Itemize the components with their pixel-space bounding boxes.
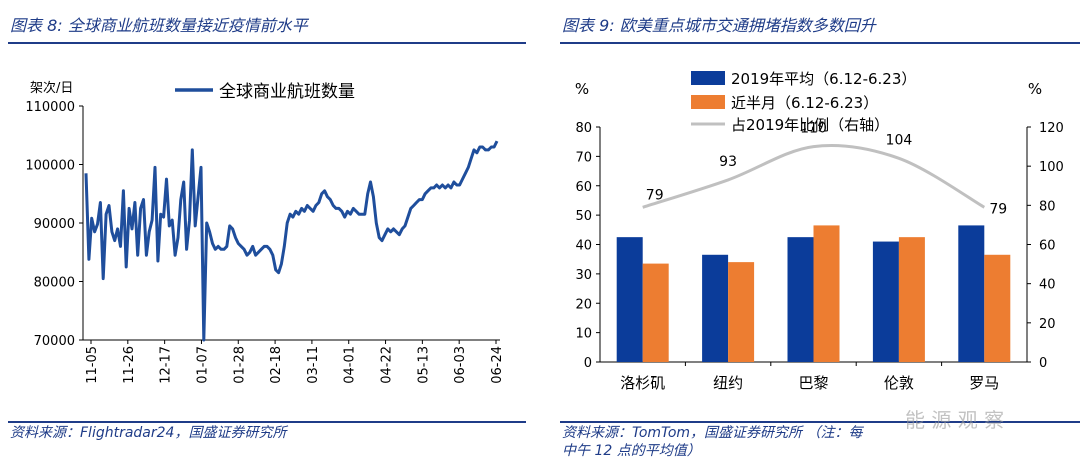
bar-recent-half-month	[898, 237, 925, 362]
y-tick-label: 90000	[34, 217, 75, 232]
left-y-tick-label: 70	[575, 150, 592, 165]
left-figure-label: 图表 8:	[10, 16, 63, 35]
y-tick-label: 110000	[25, 100, 75, 115]
right-y-tick-label: 80	[1039, 199, 1056, 214]
x-tick-label: 04-22	[380, 346, 395, 384]
left-figure-title: 图表 8: 全球商业航班数量接近疫情前水平	[10, 12, 308, 36]
bar-recent-half-month	[984, 254, 1011, 362]
bar-recent-half-month	[728, 262, 755, 362]
bar-2019-average	[958, 225, 985, 362]
ratio-series-line	[642, 143, 986, 209]
y-axis-unit-label: 架次/日	[30, 80, 73, 96]
x-category-label: 洛杉矶	[620, 374, 665, 392]
left-figure-heading: 全球商业航班数量接近疫情前水平	[67, 16, 308, 35]
right-source-rule	[560, 421, 1080, 423]
right-figure-heading: 欧美重点城市交通拥堵指数多数回升	[619, 16, 876, 35]
ratio-data-label: 79	[989, 201, 1007, 217]
legend-swatch-recent-half-month	[691, 95, 725, 109]
left-y-tick-label: 20	[575, 297, 592, 312]
legend-swatch-2019-average	[691, 71, 725, 85]
left-y-tick-label: 0	[584, 356, 592, 371]
left-y-tick-label: 60	[575, 180, 592, 195]
x-tick-label: 05-13	[416, 346, 431, 384]
x-category-label: 巴黎	[798, 374, 828, 392]
right-y-tick-label: 20	[1039, 317, 1056, 332]
x-tick-label: 12-17	[159, 346, 174, 384]
flight-count-series-line	[84, 140, 499, 342]
x-tick-label: 06-03	[453, 346, 468, 384]
bar-2019-average	[616, 237, 643, 362]
left-axis-unit: %	[575, 80, 589, 98]
x-tick-label: 01-28	[232, 346, 247, 384]
x-tick-label: 03-11	[306, 346, 321, 384]
bar-recent-half-month	[813, 225, 840, 362]
bar-2019-average	[787, 237, 814, 362]
ratio-data-label: 104	[886, 132, 913, 148]
right-y-tick-label: 0	[1039, 356, 1047, 371]
left-y-tick-label: 40	[575, 239, 592, 254]
legend-label-ratio-line: 占2019年比例（右轴）	[731, 116, 889, 134]
right-source-note: 资料来源：TomTom，国盛证券研究所 （注：每 中午 12 点的平均值）	[562, 424, 863, 460]
bar-2019-average	[702, 254, 729, 362]
x-category-label: 纽约	[713, 374, 743, 392]
left-title-rule	[8, 42, 526, 44]
right-y-tick-label: 100	[1039, 160, 1064, 175]
legend-label-2019-average: 2019年平均（6.12-6.23）	[731, 70, 916, 88]
watermark-logo-text: 能 源 观 察	[905, 408, 1005, 432]
bar-2019-average	[872, 241, 899, 362]
right-y-tick-label: 40	[1039, 278, 1056, 293]
right-figure-title: 图表 9: 欧美重点城市交通拥堵指数多数回升	[562, 12, 876, 36]
right-source-line-1: 资料来源：TomTom，国盛证券研究所 （注：每	[562, 425, 863, 441]
ratio-data-label: 110	[800, 121, 827, 137]
y-tick-label: 100000	[25, 159, 75, 174]
x-tick-label: 02-18	[269, 346, 284, 384]
right-figure-label: 图表 9:	[562, 16, 615, 35]
right-title-rule	[560, 42, 1080, 44]
right-y-tick-label: 60	[1039, 239, 1056, 254]
left-figure-panel: 图表 8: 全球商业航班数量接近疫情前水平 架次/日 70000 80000 9000…	[0, 0, 530, 473]
left-y-tick-label: 10	[575, 327, 592, 342]
right-axis-unit: %	[1028, 80, 1042, 98]
legend-label: 全球商业航班数量	[219, 82, 355, 102]
y-tick-label: 70000	[34, 334, 75, 349]
right-y-tick-label: 120	[1039, 121, 1064, 136]
right-source-line-2: 中午 12 点的平均值）	[562, 443, 701, 459]
x-category-label: 伦敦	[884, 374, 914, 392]
left-source-rule	[8, 421, 526, 423]
bar-recent-half-month	[642, 263, 669, 362]
left-line-chart: 架次/日 70000 80000 90000 100000 110000 11-05 11-2…	[25, 80, 505, 384]
x-tick-label: 11-26	[122, 346, 137, 384]
left-y-tick-label: 80	[575, 121, 592, 136]
ratio-data-label: 79	[646, 187, 664, 203]
x-tick-label: 06-24	[490, 346, 505, 384]
x-tick-label: 04-01	[343, 346, 358, 384]
y-tick-label: 80000	[34, 276, 75, 291]
legend-label-recent-half-month: 近半月（6.12-6.23）	[731, 94, 878, 112]
right-bar-chart: % % 0 10 20 30 40 50 60 70 80 0 20 40 60 80 100 120 洛杉矶 纽约 巴…	[575, 70, 1064, 392]
right-figure-panel: 图表 9: 欧美重点城市交通拥堵指数多数回升 %% 0 10 20 30 40 50 60 70…	[552, 0, 1080, 473]
left-source-note: 资料来源：Flightradar24，国盛证券研究所	[10, 425, 287, 441]
left-y-tick-label: 30	[575, 268, 592, 283]
x-tick-label: 01-07	[195, 346, 210, 384]
ratio-data-label: 93	[719, 154, 737, 170]
left-y-tick-label: 50	[575, 209, 592, 224]
x-tick-label: 11-05	[85, 346, 100, 384]
x-category-label: 罗马	[969, 374, 999, 392]
